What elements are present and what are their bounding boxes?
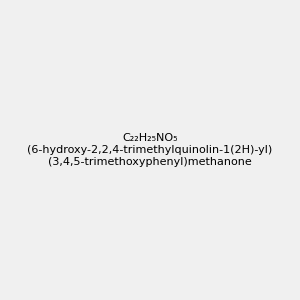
Text: C₂₂H₂₅NO₅
(6-hydroxy-2,2,4-trimethylquinolin-1(2H)-yl)
(3,4,5-trimethoxyphenyl)m: C₂₂H₂₅NO₅ (6-hydroxy-2,2,4-trimethylquin… <box>27 134 273 166</box>
